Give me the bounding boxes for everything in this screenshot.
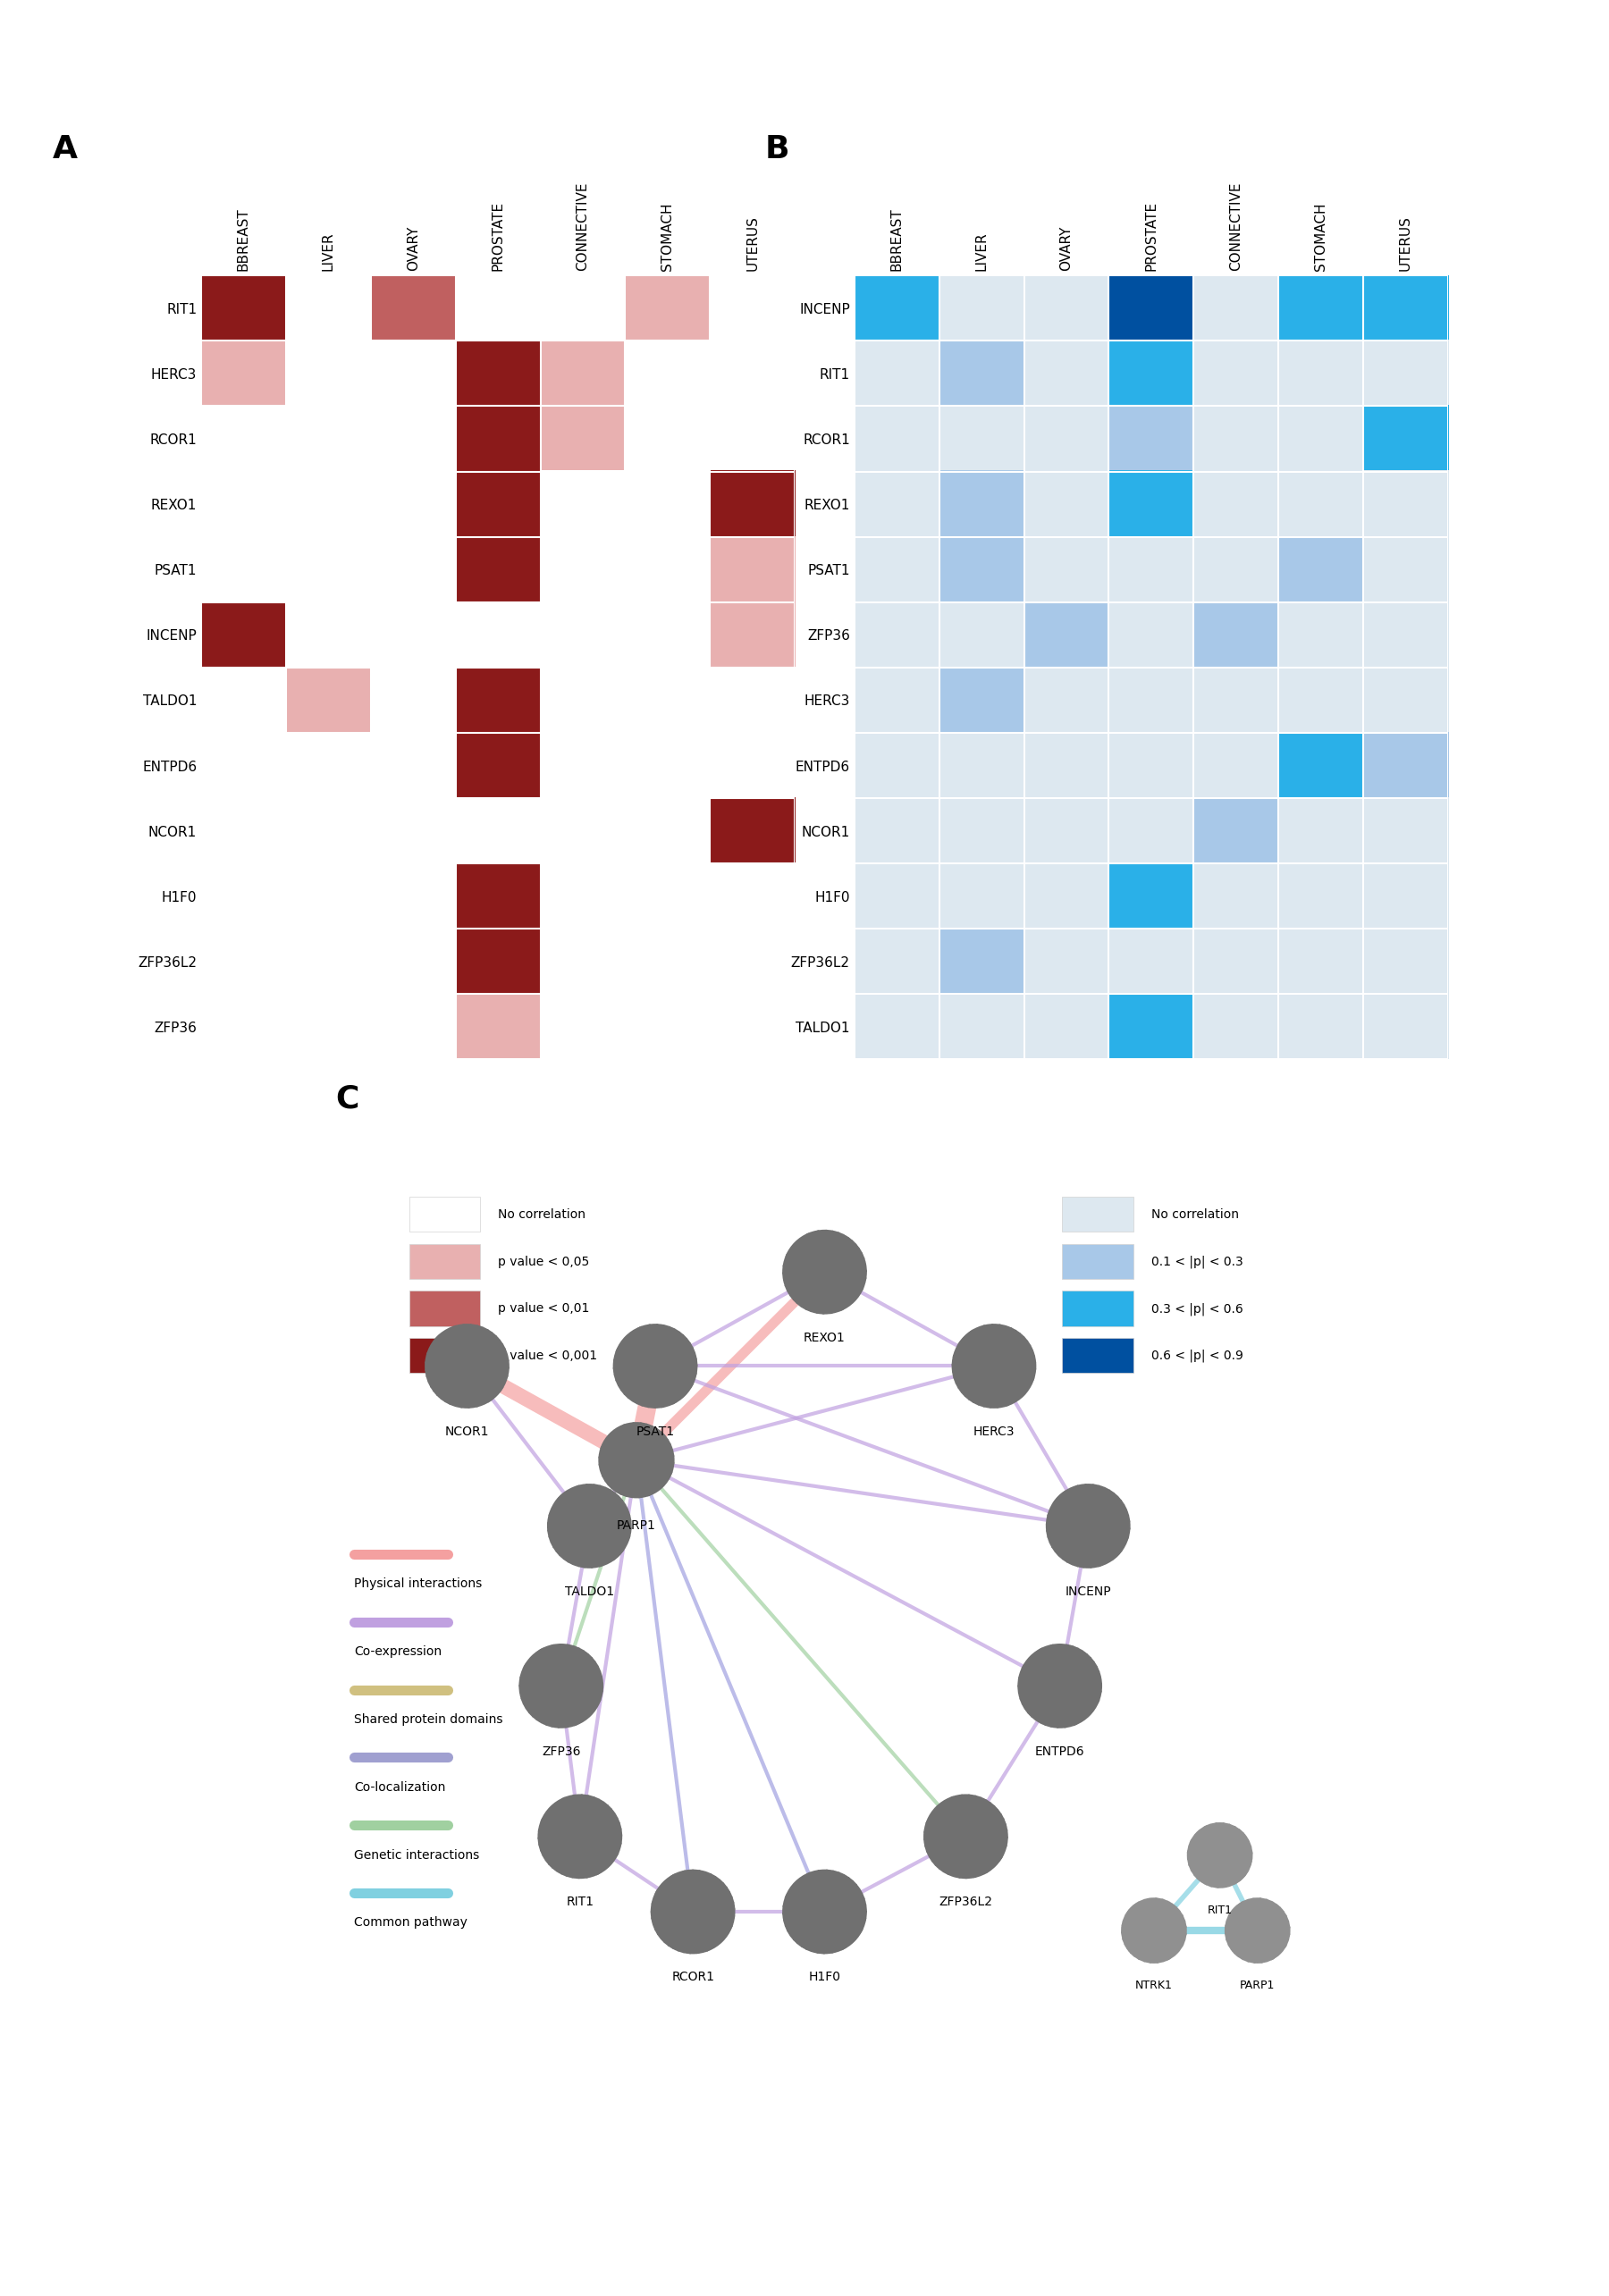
FancyBboxPatch shape [409,1196,479,1233]
Circle shape [924,1793,1009,1878]
Text: 0.3 < |p| < 0.6: 0.3 < |p| < 0.6 [1150,1302,1244,1316]
Text: ZFP36: ZFP36 [542,1745,581,1759]
Text: A: A [53,135,77,165]
Text: PSAT1: PSAT1 [636,1426,674,1437]
Text: RCOR1: RCOR1 [671,1970,714,1984]
Text: 0.1 < |p| < 0.3: 0.1 < |p| < 0.3 [1150,1256,1244,1267]
Text: ENTPD6: ENTPD6 [1035,1745,1084,1759]
FancyBboxPatch shape [1062,1244,1133,1279]
Text: No correlation: No correlation [499,1208,586,1221]
Text: Common pathway: Common pathway [354,1917,468,1929]
Text: H1F0: H1F0 [808,1970,840,1984]
Text: p value < 0,001: p value < 0,001 [499,1350,597,1362]
FancyBboxPatch shape [409,1244,479,1279]
Text: REXO1: REXO1 [804,1332,845,1343]
Circle shape [425,1325,510,1407]
FancyBboxPatch shape [1062,1339,1133,1373]
Circle shape [1187,1823,1253,1887]
Text: Co-expression: Co-expression [354,1646,442,1658]
FancyBboxPatch shape [1062,1196,1133,1233]
Text: PARP1: PARP1 [1241,1979,1274,1991]
Text: B: B [766,135,790,165]
Text: RIT1: RIT1 [566,1896,594,1908]
FancyBboxPatch shape [1062,1290,1133,1327]
FancyBboxPatch shape [409,1339,479,1373]
Text: PARP1: PARP1 [616,1520,656,1531]
Circle shape [613,1325,698,1407]
Text: NCOR1: NCOR1 [446,1426,489,1437]
Circle shape [782,1231,867,1313]
Circle shape [1121,1896,1187,1963]
Text: NTRK1: NTRK1 [1136,1979,1173,1991]
Circle shape [1017,1644,1102,1729]
Text: INCENP: INCENP [1065,1584,1112,1598]
Circle shape [518,1644,603,1729]
Circle shape [547,1483,632,1568]
FancyBboxPatch shape [409,1290,479,1327]
Circle shape [599,1421,674,1499]
Text: Shared protein domains: Shared protein domains [354,1713,504,1727]
Text: RIT1: RIT1 [1207,1906,1232,1917]
Text: p value < 0,05: p value < 0,05 [499,1256,589,1267]
Circle shape [782,1869,867,1954]
Circle shape [951,1325,1036,1407]
Text: HERC3: HERC3 [973,1426,1015,1437]
Circle shape [650,1869,735,1954]
Text: 0.6 < |p| < 0.9: 0.6 < |p| < 0.9 [1150,1350,1244,1362]
Text: ZFP36L2: ZFP36L2 [940,1896,993,1908]
Circle shape [1046,1483,1131,1568]
Text: Co-localization: Co-localization [354,1782,446,1793]
Text: TALDO1: TALDO1 [565,1584,615,1598]
Circle shape [537,1793,623,1878]
Circle shape [1224,1896,1290,1963]
Text: C: C [335,1084,359,1114]
Text: No correlation: No correlation [1150,1208,1239,1221]
Text: Physical interactions: Physical interactions [354,1577,483,1591]
Text: p value < 0,01: p value < 0,01 [499,1302,589,1316]
Text: Genetic interactions: Genetic interactions [354,1848,479,1862]
